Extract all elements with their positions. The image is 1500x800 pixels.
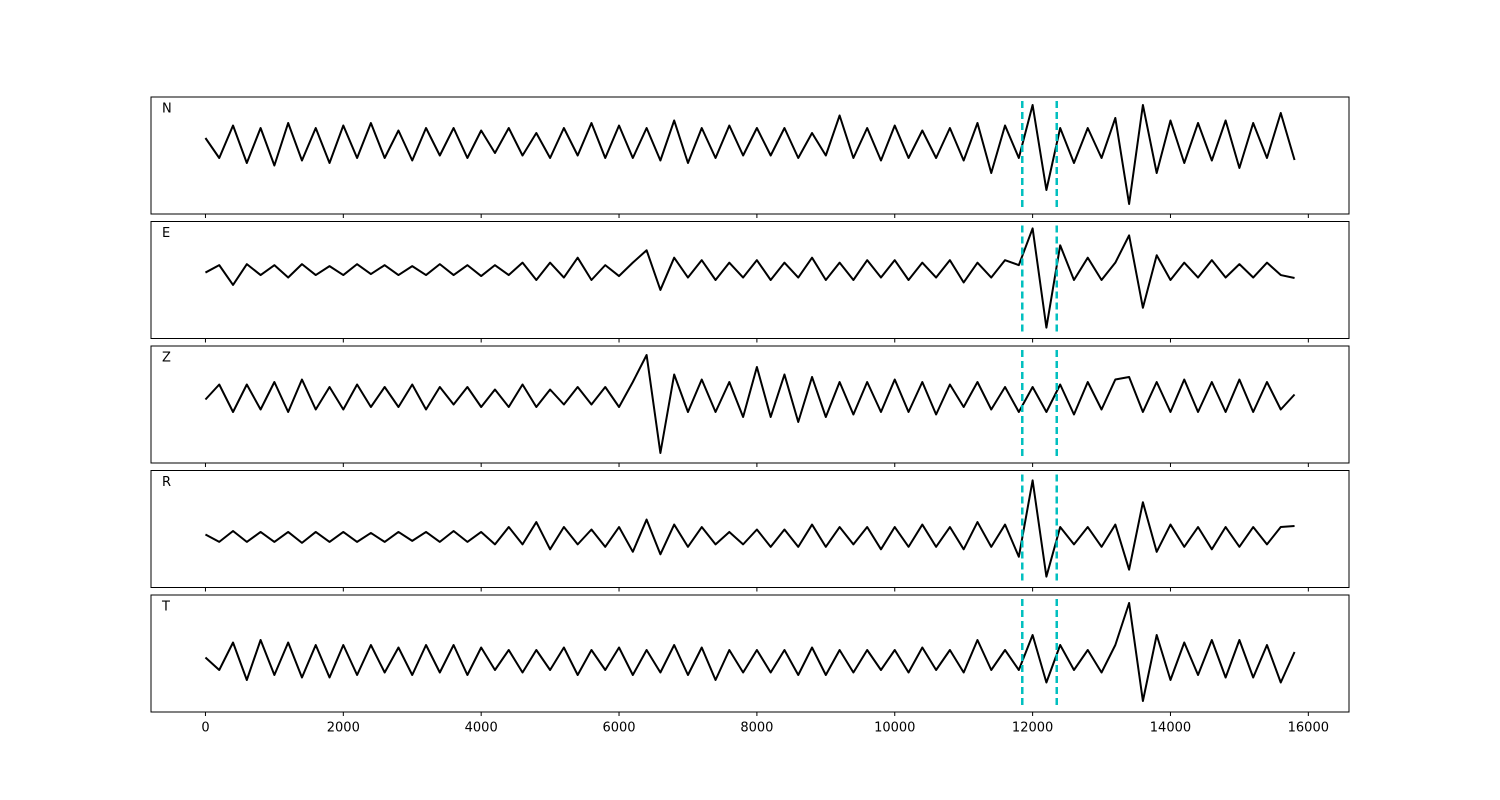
x-tick-label: 0 bbox=[201, 721, 209, 736]
panel-label: T bbox=[161, 600, 170, 615]
x-tick-label: 6000 bbox=[602, 721, 635, 736]
panel-frame bbox=[150, 221, 1350, 339]
x-tick-label: 8000 bbox=[740, 721, 773, 736]
panel-frame bbox=[150, 345, 1350, 464]
panel-frame bbox=[150, 96, 1350, 215]
panel-label: R bbox=[162, 475, 171, 490]
x-tick-label: 16000 bbox=[1288, 721, 1329, 736]
x-tick-label: 4000 bbox=[465, 721, 498, 736]
x-tick-label: 12000 bbox=[1012, 721, 1053, 736]
panel-label: Z bbox=[162, 351, 171, 366]
panel-frame bbox=[150, 594, 1350, 713]
x-tick-label: 2000 bbox=[327, 721, 360, 736]
x-tick-label: 10000 bbox=[874, 721, 915, 736]
trace bbox=[204, 104, 1296, 205]
trace bbox=[204, 479, 1295, 578]
trace bbox=[204, 227, 1295, 329]
trace bbox=[204, 602, 1296, 702]
panel-label: E bbox=[162, 226, 170, 241]
x-tick-label: 14000 bbox=[1150, 721, 1191, 736]
panel-label: N bbox=[162, 102, 172, 117]
trace bbox=[204, 354, 1296, 454]
panel-frame bbox=[150, 470, 1350, 588]
